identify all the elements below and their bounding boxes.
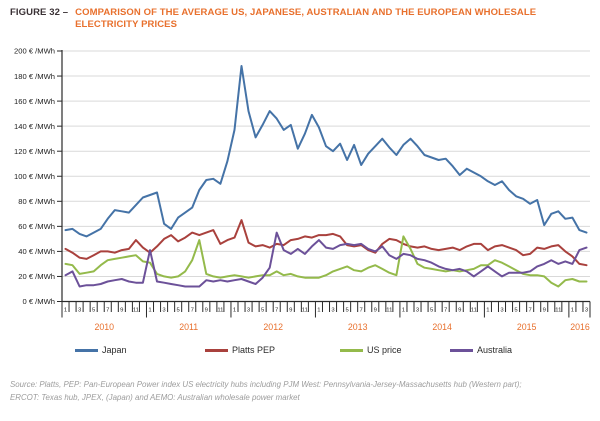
source-line2: ERCOT: Texas hub, JPEX, (Japan) and AEMO… [10, 393, 300, 402]
platts-pep-line-swatch [205, 348, 228, 352]
svg-text:3: 3 [331, 308, 335, 314]
svg-text:140 € /MWh: 140 € /MWh [14, 122, 55, 131]
series-line-platts-pep [64, 219, 588, 267]
svg-text:1: 1 [64, 308, 67, 314]
svg-text:11: 11 [302, 308, 308, 314]
us-price-line-swatch [340, 348, 363, 352]
chart-legend: Japan Platts PEP US price Australia [0, 343, 600, 357]
svg-text:7: 7 [191, 308, 194, 314]
series-line-australia [64, 231, 588, 288]
svg-text:120 € /MWh: 120 € /MWh [14, 147, 55, 156]
svg-text:3: 3 [78, 308, 82, 314]
electricity-prices-line-chart: 0 € /MWh 20 € /MWh 40 € /MWh 60 € /MWh 80 € … [14, 47, 591, 332]
legend-label-japan: Japan [102, 345, 127, 355]
source-note: Source: Platts, PEP: Pan-European Power … [10, 378, 594, 404]
svg-text:7: 7 [528, 308, 531, 314]
svg-text:3: 3 [416, 308, 420, 314]
figure-header: FIGURE 32 – COMPARISON OF THE AVERAGE US… [10, 7, 588, 30]
svg-text:2011: 2011 [179, 322, 198, 332]
svg-text:3: 3 [162, 308, 166, 314]
series-line-japan [64, 65, 588, 238]
svg-text:9: 9 [289, 308, 292, 314]
legend-label-australia: Australia [477, 345, 513, 355]
svg-text:11: 11 [217, 308, 223, 314]
svg-text:2010: 2010 [94, 322, 114, 332]
year-labels: 2010 2011 2012 2013 2014 2015 2016 [94, 322, 589, 332]
y-axis-labels: 0 € /MWh 20 € /MWh 40 € /MWh 60 € /MWh 80 € … [14, 47, 62, 306]
svg-text:60 € /MWh: 60 € /MWh [18, 222, 55, 231]
svg-text:7: 7 [106, 308, 109, 314]
svg-text:1: 1 [571, 308, 574, 314]
svg-text:2013: 2013 [348, 322, 368, 332]
svg-text:5: 5 [430, 308, 434, 314]
svg-text:9: 9 [458, 308, 461, 314]
svg-text:1: 1 [486, 308, 489, 314]
legend-item-australia: Australia [450, 343, 512, 357]
svg-text:9: 9 [205, 308, 208, 314]
svg-text:9: 9 [543, 308, 546, 314]
legend-label-us-price: US price [367, 345, 402, 355]
svg-text:9: 9 [120, 308, 123, 314]
source-line1: Source: Platts, PEP: Pan-European Power … [10, 380, 522, 389]
svg-text:7: 7 [444, 308, 447, 314]
svg-text:3: 3 [247, 308, 251, 314]
svg-text:9: 9 [374, 308, 377, 314]
svg-text:200 € /MWh: 200 € /MWh [14, 47, 55, 56]
svg-text:2012: 2012 [263, 322, 283, 332]
legend-item-us-price: US price [340, 343, 402, 357]
svg-text:20 € /MWh: 20 € /MWh [18, 272, 55, 281]
figure-title-line1: COMPARISON OF THE AVERAGE US, JAPANESE, … [75, 7, 537, 18]
figure-title: COMPARISON OF THE AVERAGE US, JAPANESE, … [75, 7, 536, 30]
svg-text:7: 7 [360, 308, 363, 314]
svg-text:160 € /MWh: 160 € /MWh [14, 97, 55, 106]
svg-text:100 € /MWh: 100 € /MWh [14, 172, 55, 181]
legend-label-platts-pep: Platts PEP [232, 345, 276, 355]
x-axis-ticks: 1 3 5 7 9 11 1 3 5 7 9 11 1 3 5 7 9 11 1 3 5 7 9 11 1 3 5 7 9 11 1 3 5 7 9… [61, 301, 591, 318]
svg-text:0 € /MWh: 0 € /MWh [23, 297, 56, 306]
svg-text:3: 3 [585, 308, 589, 314]
svg-text:1: 1 [317, 308, 320, 314]
svg-text:1: 1 [148, 308, 151, 314]
svg-text:2014: 2014 [432, 322, 452, 332]
svg-text:2016: 2016 [570, 322, 590, 332]
svg-text:3: 3 [500, 308, 504, 314]
svg-text:5: 5 [92, 308, 96, 314]
svg-text:1: 1 [233, 308, 236, 314]
svg-text:180 € /MWh: 180 € /MWh [14, 72, 55, 81]
svg-text:7: 7 [275, 308, 278, 314]
australia-line-swatch [450, 348, 473, 352]
gridlines [62, 50, 590, 277]
svg-text:11: 11 [133, 308, 139, 314]
svg-text:80 € /MWh: 80 € /MWh [18, 197, 55, 206]
svg-text:5: 5 [345, 308, 349, 314]
svg-text:2015: 2015 [517, 322, 537, 332]
svg-text:11: 11 [555, 308, 561, 314]
svg-text:5: 5 [261, 308, 265, 314]
figure-title-line2: ELECTRICITY PRICES [75, 18, 178, 30]
svg-text:11: 11 [386, 308, 392, 314]
svg-text:5: 5 [176, 308, 180, 314]
figure-number-label: FIGURE 32 – [10, 7, 69, 18]
svg-text:1: 1 [402, 308, 405, 314]
svg-text:5: 5 [514, 308, 518, 314]
series-line-us-price [64, 235, 588, 288]
japan-line-swatch [75, 348, 98, 352]
svg-text:40 € /MWh: 40 € /MWh [18, 247, 55, 256]
svg-text:11: 11 [471, 308, 477, 314]
legend-item-platts-pep: Platts PEP [205, 343, 275, 357]
legend-item-japan: Japan [75, 343, 127, 357]
